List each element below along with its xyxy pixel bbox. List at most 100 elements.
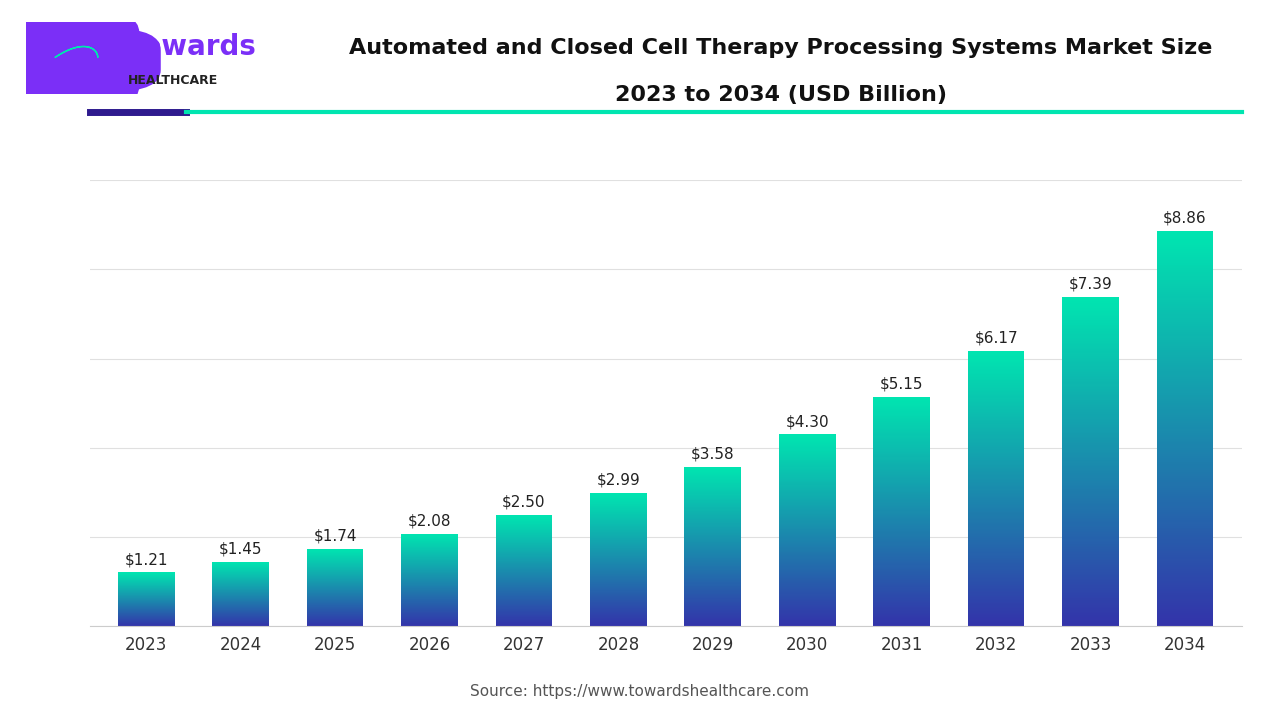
- Bar: [780, 444, 836, 445]
- Bar: [968, 388, 1024, 390]
- Bar: [1157, 496, 1213, 498]
- Bar: [1062, 483, 1119, 485]
- Bar: [968, 477, 1024, 479]
- Bar: [873, 423, 931, 424]
- Bar: [1157, 385, 1213, 387]
- Bar: [968, 469, 1024, 471]
- Bar: [968, 524, 1024, 526]
- Bar: [1062, 467, 1119, 468]
- Bar: [685, 492, 741, 493]
- Bar: [780, 571, 836, 572]
- Bar: [873, 588, 931, 590]
- Bar: [685, 571, 741, 572]
- Bar: [968, 587, 1024, 588]
- Bar: [968, 444, 1024, 445]
- Bar: [1157, 587, 1213, 589]
- Bar: [968, 377, 1024, 379]
- Bar: [780, 548, 836, 549]
- Bar: [968, 523, 1024, 524]
- Bar: [1062, 407, 1119, 409]
- Bar: [1157, 599, 1213, 600]
- Bar: [1062, 598, 1119, 600]
- Bar: [1157, 322, 1213, 324]
- Bar: [1062, 503, 1119, 504]
- Bar: [1062, 308, 1119, 310]
- Bar: [685, 487, 741, 488]
- Bar: [1062, 572, 1119, 574]
- Bar: [1062, 444, 1119, 445]
- Bar: [685, 548, 741, 549]
- Bar: [1157, 433, 1213, 435]
- Bar: [1157, 449, 1213, 451]
- Bar: [1062, 377, 1119, 379]
- Bar: [873, 430, 931, 431]
- Bar: [873, 534, 931, 536]
- Bar: [873, 401, 931, 402]
- Bar: [1157, 298, 1213, 300]
- Bar: [968, 474, 1024, 475]
- Bar: [1157, 544, 1213, 545]
- Bar: [685, 473, 741, 474]
- Bar: [968, 549, 1024, 551]
- Bar: [1157, 579, 1213, 581]
- Bar: [685, 480, 741, 481]
- Bar: [873, 437, 931, 438]
- Bar: [780, 592, 836, 593]
- Bar: [780, 459, 836, 460]
- Bar: [1062, 321, 1119, 323]
- Bar: [873, 554, 931, 555]
- Bar: [873, 531, 931, 532]
- Bar: [1062, 552, 1119, 554]
- Bar: [968, 399, 1024, 400]
- Bar: [968, 555, 1024, 556]
- Bar: [780, 561, 836, 562]
- Bar: [873, 464, 931, 465]
- Bar: [780, 500, 836, 502]
- Bar: [1157, 593, 1213, 595]
- Bar: [873, 524, 931, 526]
- Bar: [873, 444, 931, 445]
- Bar: [968, 569, 1024, 570]
- Bar: [780, 567, 836, 568]
- Bar: [685, 560, 741, 561]
- Bar: [1157, 389, 1213, 391]
- Bar: [1157, 316, 1213, 318]
- Bar: [968, 382, 1024, 384]
- Bar: [685, 565, 741, 566]
- Bar: [1157, 536, 1213, 537]
- Bar: [1062, 415, 1119, 417]
- Bar: [780, 575, 836, 577]
- Bar: [968, 400, 1024, 402]
- Bar: [685, 471, 741, 472]
- Bar: [1062, 537, 1119, 539]
- Bar: [780, 616, 836, 617]
- Bar: [1157, 379, 1213, 381]
- Bar: [873, 528, 931, 530]
- Bar: [780, 598, 836, 600]
- Bar: [1062, 402, 1119, 404]
- Bar: [780, 593, 836, 594]
- Bar: [873, 577, 931, 578]
- Bar: [1062, 361, 1119, 362]
- Bar: [1157, 518, 1213, 520]
- Bar: [968, 362, 1024, 364]
- Bar: [1157, 444, 1213, 446]
- Bar: [780, 584, 836, 585]
- Bar: [873, 440, 931, 441]
- Bar: [685, 618, 741, 619]
- Bar: [1157, 575, 1213, 577]
- Bar: [968, 449, 1024, 450]
- Bar: [685, 530, 741, 531]
- Bar: [968, 585, 1024, 587]
- Bar: [968, 485, 1024, 486]
- Bar: [1062, 356, 1119, 358]
- Bar: [780, 464, 836, 465]
- Bar: [968, 490, 1024, 492]
- Bar: [968, 556, 1024, 557]
- Bar: [968, 521, 1024, 522]
- Bar: [873, 438, 931, 439]
- Bar: [780, 529, 836, 531]
- Bar: [968, 358, 1024, 359]
- Bar: [1157, 279, 1213, 280]
- Bar: [1062, 328, 1119, 330]
